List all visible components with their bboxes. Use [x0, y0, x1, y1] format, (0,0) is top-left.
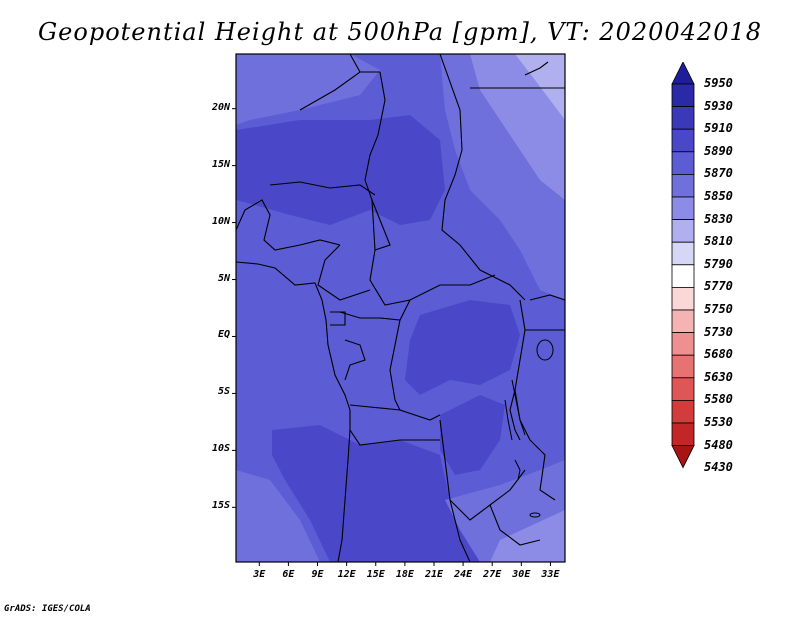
colorbar-level-label: 5810	[704, 234, 733, 249]
lon-label: 21E	[424, 569, 443, 580]
lon-label: 27E	[483, 569, 502, 580]
colorbar-level-label: 5910	[704, 121, 733, 136]
lon-label: 3E	[253, 569, 266, 580]
colorbar-level-label: 5680	[704, 347, 733, 362]
lat-label: EQ	[217, 329, 230, 341]
grads-credit: GrADS: IGES/COLA	[4, 604, 91, 614]
field-south-dark	[272, 425, 480, 562]
colorbar-level-label: 5750	[704, 302, 733, 316]
colorbar-cell	[671, 196, 695, 221]
colorbar-level-label: 5580	[704, 392, 733, 407]
lat-label: 15S	[211, 500, 230, 512]
colorbar-level-label: 5850	[704, 189, 733, 203]
lon-label: 30E	[512, 569, 531, 580]
colorbar-cell	[671, 264, 695, 288]
field-northwest-light	[236, 54, 380, 125]
lat-label: 15N	[211, 158, 230, 170]
lat-label: 5S	[217, 386, 230, 398]
map-frame	[235, 53, 566, 563]
colorbar-level-label: 5770	[704, 279, 733, 294]
lon-label: 33E	[541, 569, 560, 580]
lat-label: 10S	[211, 443, 230, 455]
colorbar-level-label: 5630	[704, 369, 733, 384]
field-northeast-lighter	[470, 54, 565, 200]
colorbar-cell	[671, 219, 695, 243]
lon-label: 15E	[366, 569, 385, 580]
colorbar-cell	[671, 174, 695, 198]
colorbar-level-label: 5830	[704, 211, 733, 226]
colorbar-level-label: 5950	[704, 76, 733, 90]
field-sahel-dark	[236, 115, 445, 225]
longitude-ticks	[258, 562, 551, 566]
colorbar-cell	[671, 377, 695, 401]
colorbar-cell	[671, 309, 695, 334]
lon-label: 18E	[395, 569, 414, 580]
lon-label: 24E	[454, 569, 473, 580]
page-title: Geopotential Height at 500hPa [gpm], VT:…	[38, 18, 762, 46]
colorbar-cell	[671, 332, 695, 356]
colorbar-level-label: 5730	[704, 324, 733, 339]
colorbar-level-label: 5430	[704, 460, 733, 475]
colorbar-cell	[671, 286, 695, 311]
colorbar-cell	[671, 399, 695, 424]
colorbar-level-label: 5790	[704, 256, 733, 271]
colorbar-cell	[671, 354, 695, 379]
field-east-dark	[440, 395, 505, 475]
country-borders	[236, 54, 565, 562]
lat-label: 5N	[217, 272, 230, 284]
field-southeast-lighter	[490, 510, 565, 562]
colorbar-cell	[671, 128, 695, 153]
colorbar-level-label: 5530	[704, 415, 733, 429]
lat-label: 10N	[211, 215, 230, 227]
colorbar-level-label: 5480	[704, 437, 733, 452]
colorbar-cell	[671, 106, 695, 130]
lat-label: 20N	[211, 101, 230, 113]
field-congo-dark	[405, 300, 520, 395]
colorbar-level-label: 5870	[704, 166, 733, 181]
lon-label: 12E	[337, 569, 356, 580]
colorbar-level-label: 5930	[704, 98, 733, 113]
field-northeast-lightest	[515, 54, 565, 120]
lakes	[504, 339, 554, 518]
colorbar-cell	[671, 422, 695, 447]
colorbar-bottom-triangle	[671, 445, 695, 469]
colorbar	[671, 62, 695, 469]
colorbar-level-label: 5890	[704, 143, 733, 158]
colorbar-top-triangle	[671, 62, 695, 85]
colorbar-cell	[671, 241, 695, 266]
colorbar-cell	[671, 83, 695, 108]
lon-label: 9E	[311, 569, 324, 580]
lon-label: 6E	[282, 569, 295, 580]
latitude-ticks	[232, 108, 236, 508]
field-southwest-light	[236, 470, 320, 562]
colorbar-cell	[671, 151, 695, 175]
